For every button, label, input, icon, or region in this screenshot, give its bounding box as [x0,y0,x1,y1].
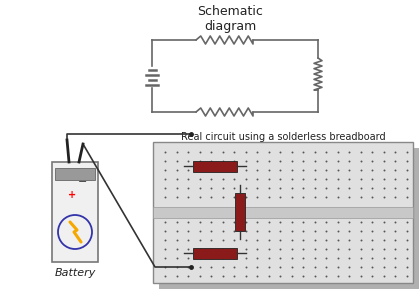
Bar [235,193,245,231]
Bar [193,160,237,171]
Text: +: + [68,190,76,200]
Bar [153,142,413,283]
Bar [159,148,419,289]
Text: Real circuit using a solderless breadboard: Real circuit using a solderless breadboa… [181,132,385,142]
Text: Battery: Battery [54,268,96,278]
Bar [52,162,98,262]
Text: −: − [78,177,88,187]
Bar [193,247,237,258]
Bar [153,207,413,218]
Text: Schematic
diagram: Schematic diagram [197,5,263,33]
Bar [55,168,95,180]
